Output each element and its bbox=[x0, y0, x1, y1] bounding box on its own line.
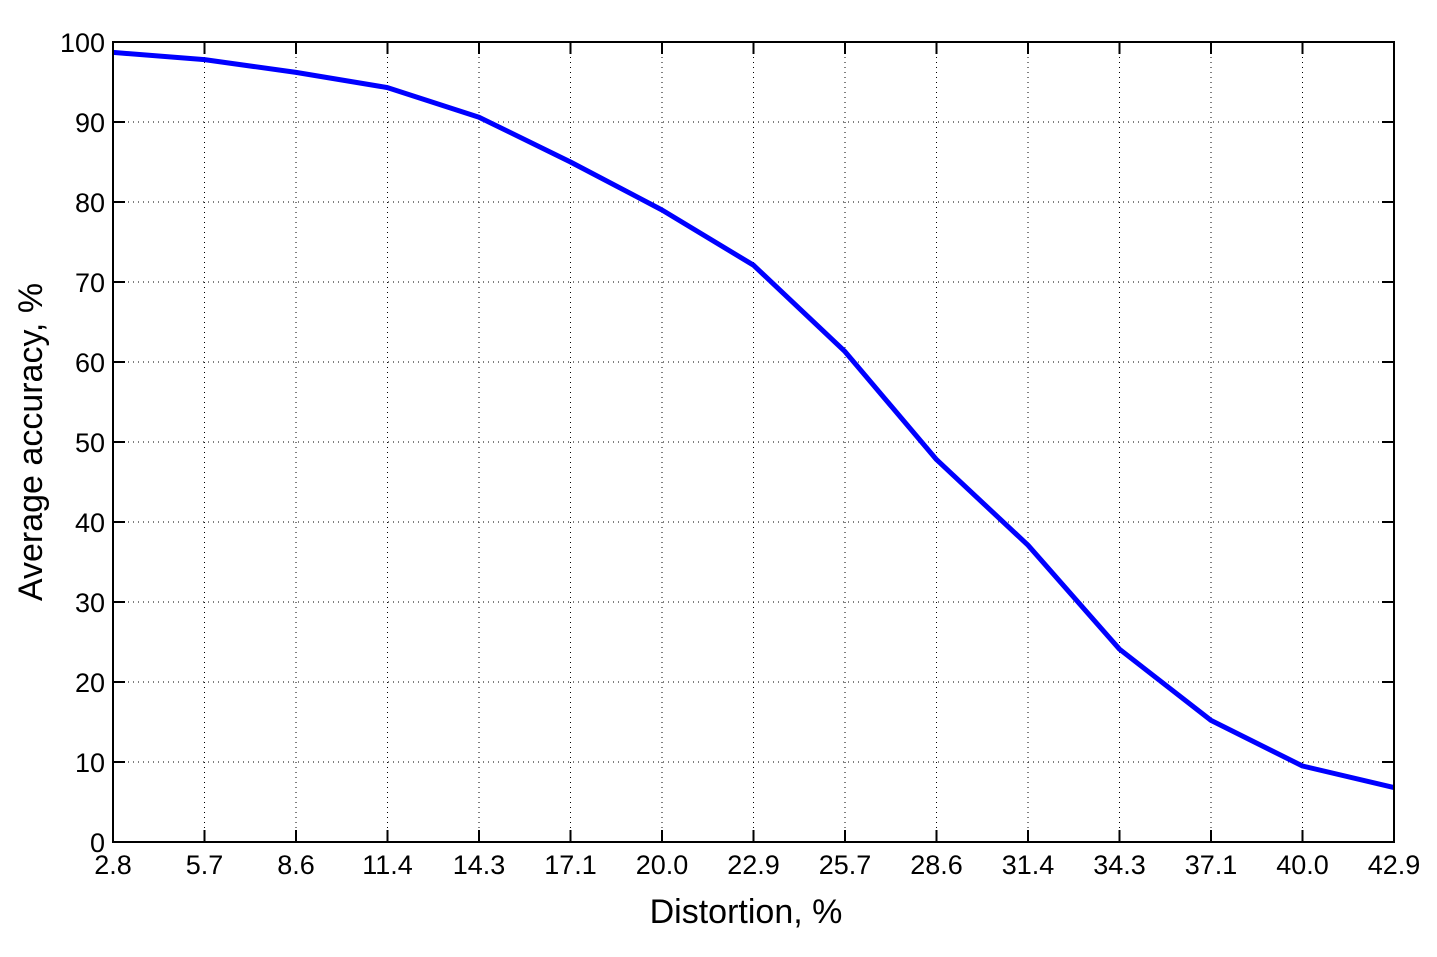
y-tick-label: 90 bbox=[75, 108, 105, 138]
series bbox=[112, 49, 1395, 791]
x-tick-label: 8.6 bbox=[277, 850, 315, 880]
y-tick-label: 100 bbox=[60, 28, 105, 58]
x-tick-label: 40.0 bbox=[1276, 850, 1329, 880]
x-tick-label: 25.7 bbox=[819, 850, 872, 880]
series-line bbox=[112, 49, 1395, 791]
grid bbox=[113, 42, 1394, 842]
y-tick-label: 70 bbox=[75, 268, 105, 298]
y-tick-label: 80 bbox=[75, 188, 105, 218]
x-tick-label: 14.3 bbox=[453, 850, 506, 880]
x-axis-label: Distortion, % bbox=[650, 893, 843, 931]
y-axis-label: Average accuracy, % bbox=[12, 283, 50, 601]
y-tick-label: 50 bbox=[75, 428, 105, 458]
y-tick-label: 30 bbox=[75, 588, 105, 618]
x-tick-label: 22.9 bbox=[727, 850, 780, 880]
x-tick-label: 28.6 bbox=[910, 850, 963, 880]
plot-frame bbox=[112, 41, 1395, 843]
x-tick-label: 17.1 bbox=[544, 850, 597, 880]
y-tick-label: 0 bbox=[90, 828, 105, 858]
x-tick-label: 42.9 bbox=[1368, 850, 1421, 880]
x-tick-label: 37.1 bbox=[1185, 850, 1238, 880]
x-tick-label: 5.7 bbox=[186, 850, 224, 880]
x-tick-label: 11.4 bbox=[362, 850, 413, 880]
y-tick-label: 10 bbox=[75, 748, 105, 778]
x-tick-label: 34.3 bbox=[1093, 850, 1146, 880]
x-tick-label: 20.0 bbox=[636, 850, 689, 880]
x-tick-label: 2.8 bbox=[94, 850, 132, 880]
y-tick-label: 40 bbox=[75, 508, 105, 538]
y-tick-label: 60 bbox=[75, 348, 105, 378]
ticks: 2.8 5.7 8.6 11.4 14.3 17.1 20.0 22.9 25.7 28.6 31.… bbox=[60, 28, 1420, 880]
y-tick-label: 20 bbox=[75, 668, 105, 698]
x-tick-label: 31.4 bbox=[1002, 850, 1055, 880]
